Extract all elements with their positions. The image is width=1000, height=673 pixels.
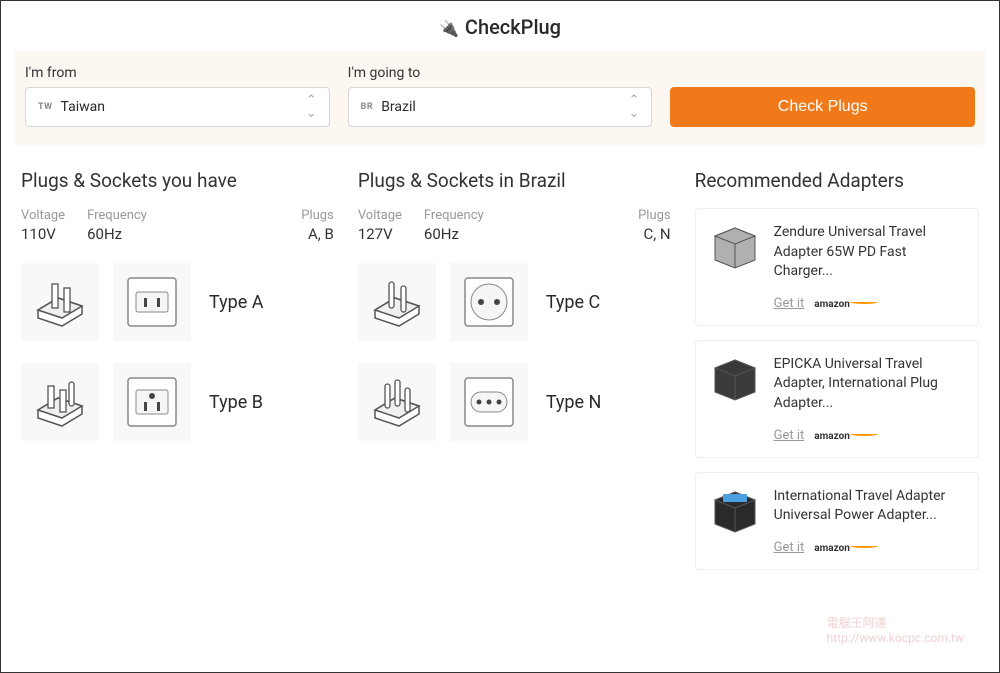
adapters-title: Recommended Adapters: [695, 169, 979, 192]
socket-icon: [113, 263, 191, 341]
to-value: Brazil: [381, 99, 416, 115]
plugs-label: Plugs: [638, 208, 671, 223]
chevron-down-icon: ⌃⌄: [628, 94, 639, 120]
amazon-logo-icon: amazon: [814, 431, 878, 442]
dest-column: Plugs & Sockets in Brazil Voltage 127V Fr…: [358, 169, 671, 584]
adapters-column: Recommended Adapters Zendure Universal T…: [695, 169, 979, 584]
plug-row: Type C: [358, 263, 671, 341]
plug-type-label: Type C: [546, 292, 600, 313]
get-it-link[interactable]: Get it: [774, 540, 805, 555]
plug-row: Type B: [21, 363, 334, 441]
adapter-name: Zendure Universal Travel Adapter 65W PD …: [774, 223, 964, 282]
amazon-logo-icon: amazon: [814, 299, 878, 310]
to-country-code: BR: [361, 102, 374, 112]
get-it-link[interactable]: Get it: [774, 428, 805, 443]
amazon-logo-icon: amazon: [814, 543, 878, 554]
plug-icon: [21, 263, 99, 341]
plug-icon: 🔌: [439, 19, 459, 38]
dest-title: Plugs & Sockets in Brazil: [358, 169, 671, 192]
from-select[interactable]: TW Taiwan ⌃⌄: [25, 87, 330, 127]
app-header: 🔌 CheckPlug: [15, 11, 985, 51]
socket-icon: [450, 363, 528, 441]
plug-icon: [358, 263, 436, 341]
have-voltage: 110V: [21, 225, 65, 243]
from-value: Taiwan: [61, 99, 105, 115]
search-bar: I'm from TW Taiwan ⌃⌄ I'm going to BR Br…: [15, 51, 985, 145]
socket-icon: [113, 363, 191, 441]
have-title: Plugs & Sockets you have: [21, 169, 334, 192]
plug-row: Type A: [21, 263, 334, 341]
adapter-thumb-icon: [710, 487, 760, 537]
have-plugs: A, B: [301, 225, 334, 243]
from-label: I'm from: [25, 65, 330, 81]
adapter-name: EPICKA Universal Travel Adapter, Interna…: [774, 355, 964, 414]
to-select[interactable]: BR Brazil ⌃⌄: [348, 87, 653, 127]
plug-type-label: Type N: [546, 392, 602, 413]
adapter-name: International Travel Adapter Universal P…: [774, 487, 964, 526]
have-column: Plugs & Sockets you have Voltage 110V Fre…: [21, 169, 334, 584]
adapter-thumb-icon: [710, 223, 760, 273]
socket-icon: [450, 263, 528, 341]
chevron-down-icon: ⌃⌄: [306, 94, 317, 120]
to-label: I'm going to: [348, 65, 653, 81]
plug-icon: [358, 363, 436, 441]
plug-icon: [21, 363, 99, 441]
adapter-card[interactable]: EPICKA Universal Travel Adapter, Interna…: [695, 340, 979, 458]
adapter-card[interactable]: International Travel Adapter Universal P…: [695, 472, 979, 570]
plug-row: Type N: [358, 363, 671, 441]
from-country-code: TW: [38, 102, 53, 112]
have-frequency: 60Hz: [87, 225, 147, 243]
voltage-label: Voltage: [21, 208, 65, 223]
dest-frequency: 60Hz: [424, 225, 484, 243]
check-plugs-button[interactable]: Check Plugs: [670, 87, 975, 127]
app-title: CheckPlug: [465, 15, 561, 39]
watermark: 電腦王阿達http://www.kocpc.com.tw: [827, 614, 964, 645]
get-it-link[interactable]: Get it: [774, 296, 805, 311]
adapter-card[interactable]: Zendure Universal Travel Adapter 65W PD …: [695, 208, 979, 326]
plugs-label: Plugs: [301, 208, 334, 223]
adapter-thumb-icon: [710, 355, 760, 405]
voltage-label: Voltage: [358, 208, 402, 223]
plug-type-label: Type B: [209, 392, 263, 413]
plug-type-label: Type A: [209, 292, 263, 313]
frequency-label: Frequency: [424, 208, 484, 223]
frequency-label: Frequency: [87, 208, 147, 223]
dest-plugs: C, N: [638, 225, 671, 243]
dest-voltage: 127V: [358, 225, 402, 243]
